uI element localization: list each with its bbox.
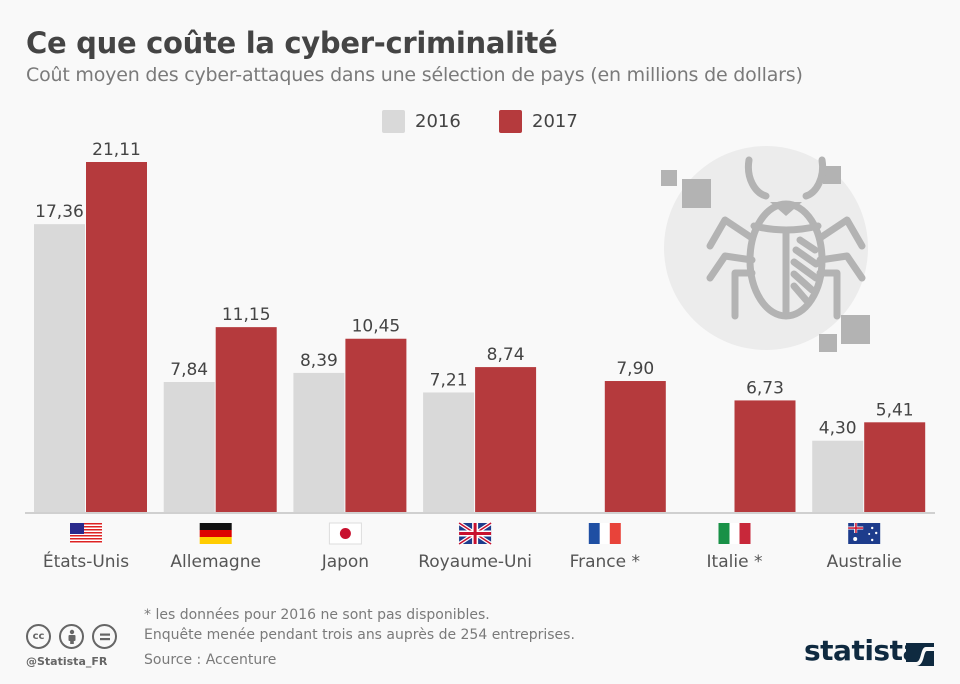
bar-2017 <box>86 162 147 512</box>
category-label: Italie * <box>707 552 763 572</box>
data-label-2016: 7,84 <box>170 360 208 380</box>
germany-flag-icon <box>199 523 232 544</box>
bar-2016 <box>423 392 475 512</box>
legend-label: 2017 <box>532 111 578 132</box>
data-label-2017: 21,11 <box>92 140 141 160</box>
data-label-2017: 8,74 <box>487 345 525 365</box>
bar-2016 <box>812 440 864 512</box>
pixel-square <box>841 315 870 344</box>
bar-2017 <box>864 422 926 512</box>
pixel-square <box>819 334 837 352</box>
data-label-2017: 7,90 <box>616 359 654 379</box>
statista-logo: statista <box>804 634 921 667</box>
legend-swatch-2016 <box>382 110 405 133</box>
bar-2017 <box>215 327 277 512</box>
category-label: Japon <box>321 552 369 572</box>
data-label-2016: 4,30 <box>819 419 857 439</box>
us-flag-icon <box>70 523 102 544</box>
source-note: Source : Accenture <box>144 652 277 668</box>
data-label-2017: 10,45 <box>352 317 401 337</box>
survey-note: Enquête menée pendant trois ans auprès d… <box>144 627 575 643</box>
france-flag-icon <box>588 523 621 544</box>
legend-item-2016: 2016 <box>382 110 461 133</box>
category-label: États-Unis <box>43 550 129 572</box>
bar-2017 <box>734 400 796 512</box>
no-derivatives-icon <box>92 624 117 649</box>
bar-chart: 17,36 21,11 États-Unis 7,84 11,15 Allemagne 8,… <box>25 140 935 572</box>
pixel-square <box>682 179 711 208</box>
bar-2017 <box>604 381 666 512</box>
japan-flag-icon <box>328 522 362 545</box>
data-label-2017: 6,73 <box>746 378 784 398</box>
bug-illustration <box>661 146 870 352</box>
statista-logo-mark <box>906 643 934 666</box>
category-label: Australie <box>827 552 902 572</box>
italy-flag-icon <box>718 523 751 544</box>
cc-icon: cc <box>26 624 51 649</box>
footnote: * les données pour 2016 ne sont pas disp… <box>144 607 490 623</box>
pixel-square <box>823 166 841 184</box>
bar-2017 <box>345 338 407 512</box>
category-label: Royaume-Uni <box>418 552 532 572</box>
twitter-handle: @Statista_FR <box>26 655 108 668</box>
data-label-2016: 8,39 <box>300 351 338 371</box>
bar-2016 <box>163 382 215 512</box>
legend-label: 2016 <box>415 111 461 132</box>
data-label-2017: 11,15 <box>222 305 271 325</box>
category-label: France * <box>570 552 640 572</box>
category-label: Allemagne <box>170 552 261 572</box>
chart-subtitle: Coût moyen des cyber-attaques dans une s… <box>26 64 803 86</box>
data-label-2017: 5,41 <box>876 400 914 420</box>
legend-swatch-2017 <box>499 110 522 133</box>
data-label-2016: 17,36 <box>35 202 84 222</box>
data-label-2016: 7,21 <box>430 370 468 390</box>
bar-2016 <box>293 372 345 512</box>
illustration-circle <box>664 146 868 350</box>
legend: 2016 2017 <box>0 110 960 136</box>
bar-2017 <box>475 367 537 512</box>
uk-flag-icon <box>458 521 493 546</box>
bar-2016 <box>34 224 85 513</box>
legend-item-2017: 2017 <box>499 110 578 133</box>
chart-title: Ce que coûte la cyber-criminalité <box>26 26 558 60</box>
pixel-square <box>661 170 677 186</box>
attribution-icon <box>59 624 84 649</box>
australia-flag-icon <box>848 523 881 544</box>
